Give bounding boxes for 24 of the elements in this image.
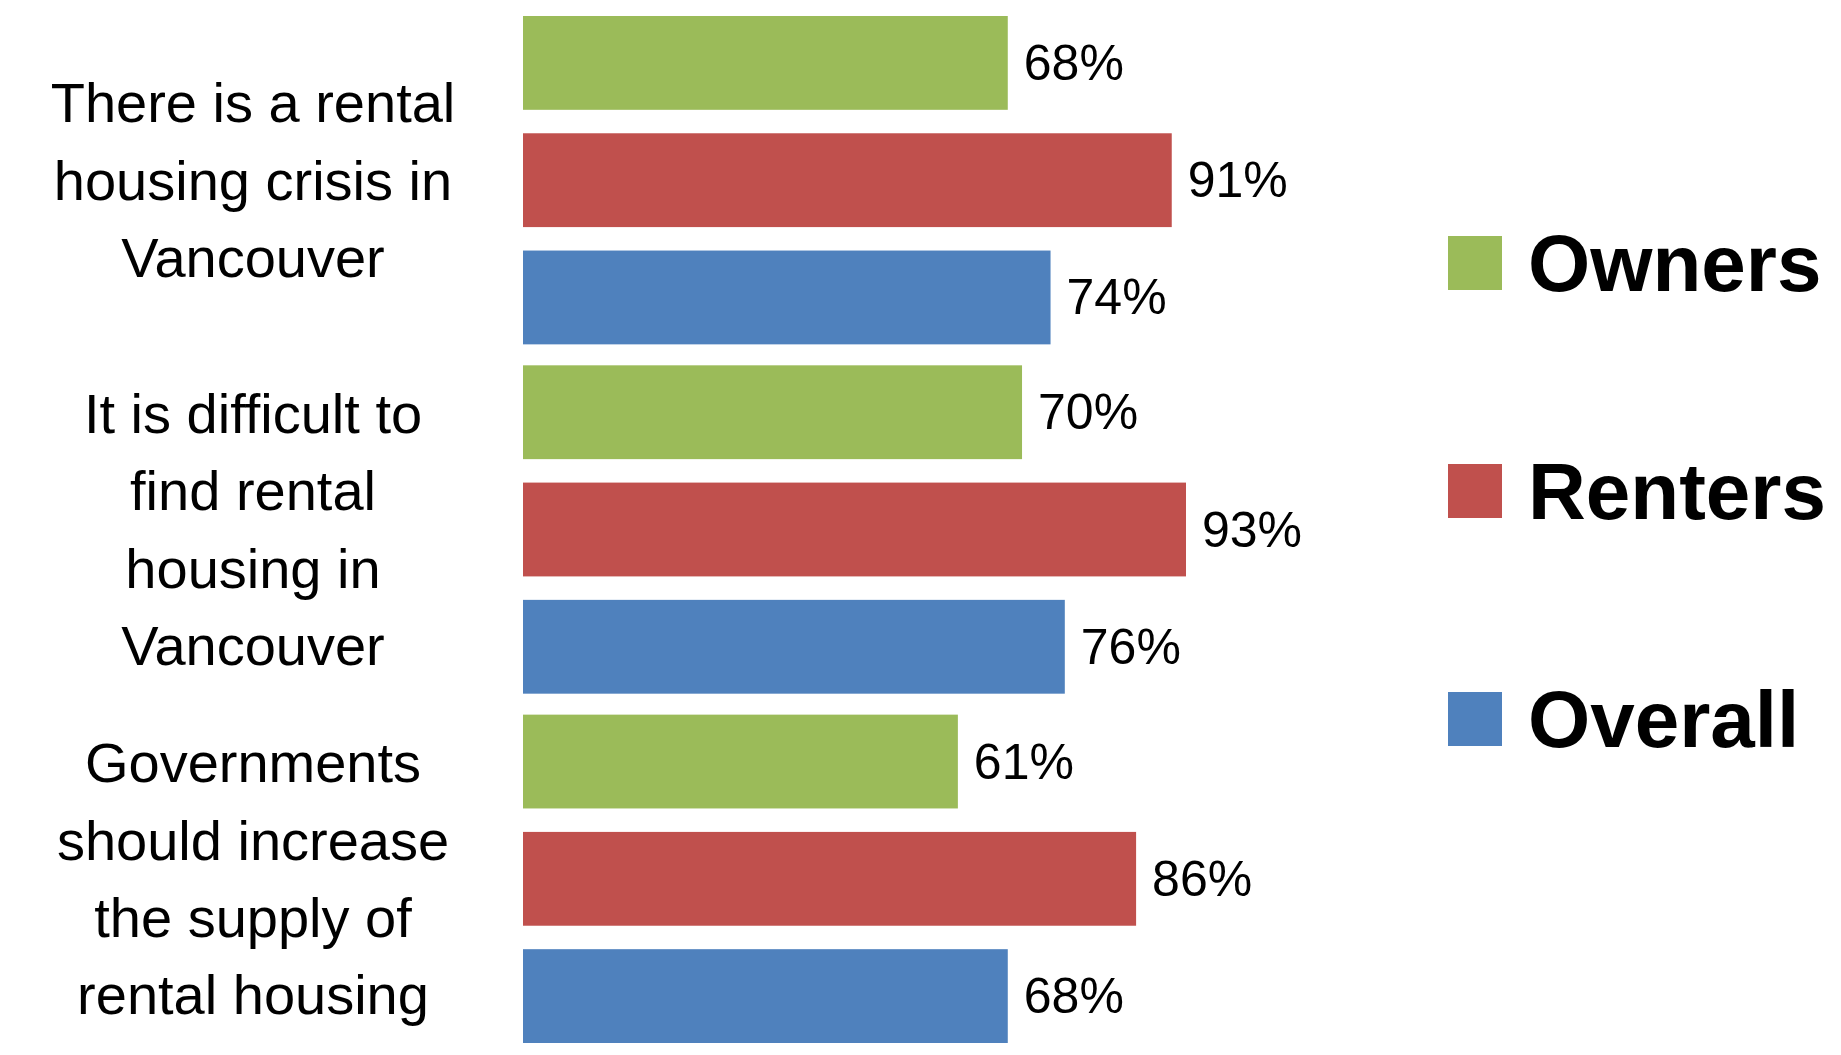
bar [523, 482, 1186, 577]
bar [523, 16, 1008, 110]
bar [523, 365, 1023, 460]
data-label: 93% [1202, 501, 1303, 558]
data-label: 86% [1152, 850, 1253, 907]
bar [523, 250, 1051, 345]
data-label: 74% [1066, 269, 1167, 326]
y-tick-label: It is difficult to find rental housing in Vancouver [83, 382, 423, 677]
y-tick-label: There is a rental housing crisis in Vancouver [50, 71, 456, 289]
legend-label: Overall [1528, 674, 1800, 764]
bar [523, 714, 958, 809]
bar [523, 949, 1008, 1043]
data-label: 70% [1038, 384, 1139, 441]
legend-label: Owners [1528, 218, 1822, 308]
y-tick-label: Governments should increase the supply of rental housing [56, 731, 450, 1027]
legend-label: Renters [1528, 446, 1826, 536]
data-label: 68% [1023, 34, 1124, 91]
bar [523, 831, 1137, 926]
data-label: 68% [1023, 968, 1124, 1025]
data-label: 91% [1187, 152, 1288, 209]
data-label: 61% [973, 733, 1074, 790]
bar [523, 133, 1172, 228]
data-label: 76% [1080, 618, 1181, 675]
bar [523, 599, 1065, 694]
